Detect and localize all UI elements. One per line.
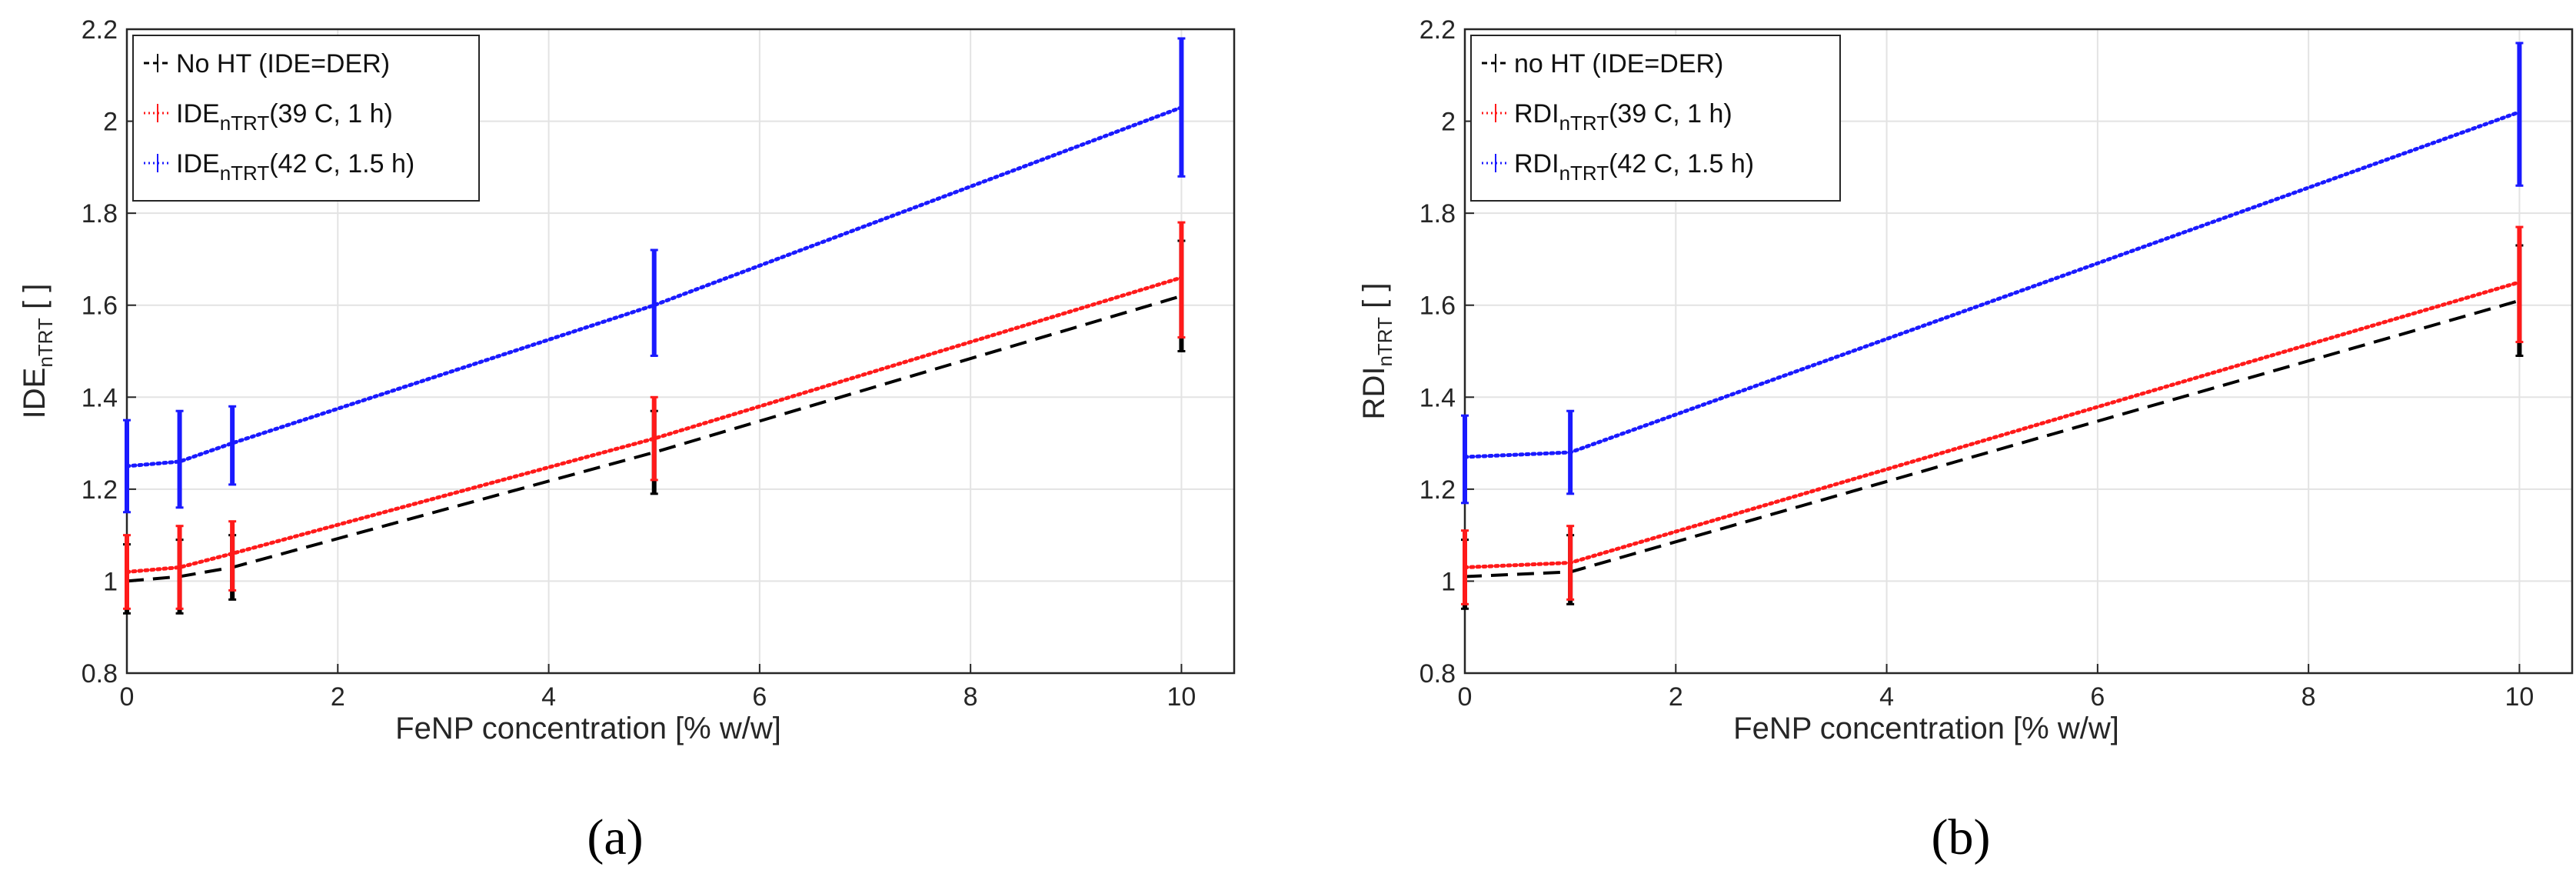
y-axis-label: RDInTRT [ ] <box>1357 283 1396 420</box>
y-axis-label-suffix: [ ] <box>1357 283 1391 317</box>
x-tick-label: 8 <box>2301 682 2316 712</box>
legend-label-sub: nTRT <box>1559 112 1609 135</box>
legend-label-suffix: (42 C, 1.5 h) <box>269 149 414 178</box>
axes-box <box>125 28 1236 675</box>
y-tick-label: 2.2 <box>1419 15 1456 45</box>
legend-label-base: No HT (IDE=DER) <box>176 49 390 78</box>
legend: no HT (IDE=DER)RDInTRT(39 C, 1 h)RDInTRT… <box>1470 35 1841 202</box>
data-point <box>178 565 181 569</box>
data-point <box>231 552 234 555</box>
y-tick-label: 1.4 <box>82 383 118 412</box>
legend-label-sub: nTRT <box>1559 162 1609 185</box>
data-point <box>178 460 181 463</box>
x-tick-label: 10 <box>1167 682 1196 712</box>
x-tick-label: 6 <box>752 682 767 712</box>
panel-label: (a) <box>587 809 643 865</box>
y-tick-label: 1.4 <box>1419 383 1456 412</box>
legend-box <box>1470 35 1841 202</box>
legend-label-base: IDE <box>176 149 220 178</box>
y-tick-label: 0.8 <box>1419 659 1456 689</box>
x-tick-label: 2 <box>1669 682 1683 712</box>
x-axis-label: FeNP concentration [% w/w] <box>395 712 781 745</box>
series-1 <box>123 221 1186 610</box>
y-tick-label: 1.6 <box>1419 292 1456 321</box>
data-point <box>653 437 656 440</box>
y-axis-label-base: IDE <box>18 368 52 419</box>
legend-label-sub: nTRT <box>220 162 270 185</box>
y-axis-label-sub: nTRT <box>1373 317 1396 367</box>
y-tick-label: 1.6 <box>82 292 118 321</box>
legend-label-base: no HT (IDE=DER) <box>1514 49 1723 78</box>
legend-label-suffix: (39 C, 1 h) <box>1609 99 1732 128</box>
x-tick-label: 2 <box>331 682 345 712</box>
legend-label-base: RDI <box>1514 99 1559 128</box>
y-tick-label: 1.8 <box>82 199 118 228</box>
x-tick-label: 4 <box>1879 682 1894 712</box>
data-point <box>1180 106 1183 109</box>
y-tick-label: 2 <box>1441 108 1456 137</box>
y-tick-label: 2.2 <box>82 15 118 45</box>
y-axis-label: IDEnTRT [ ] <box>18 284 57 419</box>
data-point <box>2518 111 2521 114</box>
legend-label: IDEnTRT(42 C, 1.5 h) <box>176 149 414 185</box>
y-tick-label: 1 <box>1441 567 1456 596</box>
legend-label: RDInTRT(42 C, 1.5 h) <box>1514 149 1754 185</box>
x-tick-label: 6 <box>2090 682 2105 712</box>
data-point <box>125 570 128 573</box>
data-point <box>1569 562 1572 565</box>
legend-box <box>132 35 480 202</box>
series-2 <box>123 37 1186 514</box>
legend-label-sub: nTRT <box>220 112 270 135</box>
data-point <box>1463 455 1466 459</box>
legend-label: No HT (IDE=DER) <box>176 49 390 78</box>
x-tick-label: 4 <box>541 682 556 712</box>
legend-label-suffix: (39 C, 1 h) <box>269 99 393 128</box>
legend-label-base: RDI <box>1514 149 1559 178</box>
x-tick-label: 0 <box>1458 682 1473 712</box>
x-tick-label: 10 <box>2505 682 2534 712</box>
x-axis-label: FeNP concentration [% w/w] <box>1733 712 2119 745</box>
y-axis-label-suffix: [ ] <box>18 284 52 318</box>
legend-label: RDInTRT(39 C, 1 h) <box>1514 99 1732 135</box>
y-tick-label: 2 <box>103 108 118 137</box>
data-point <box>1463 565 1466 569</box>
y-tick-label: 1 <box>103 567 118 596</box>
legend-label: no HT (IDE=DER) <box>1514 49 1723 78</box>
data-point <box>653 304 656 307</box>
data-point <box>1180 276 1183 279</box>
legend-label-base: IDE <box>176 99 220 128</box>
data-point <box>1569 451 1572 454</box>
legend-label: IDEnTRT(39 C, 1 h) <box>176 99 393 135</box>
data-point <box>125 465 128 468</box>
y-tick-label: 1.2 <box>1419 475 1456 505</box>
y-tick-label: 0.8 <box>82 659 118 689</box>
legend: No HT (IDE=DER)IDEnTRT(39 C, 1 h)IDEnTRT… <box>132 35 480 202</box>
data-point <box>231 442 234 445</box>
y-tick-label: 1.2 <box>82 475 118 505</box>
y-axis-label-base: RDI <box>1357 367 1391 420</box>
x-tick-label: 8 <box>964 682 978 712</box>
series-1 <box>1461 225 2524 605</box>
y-tick-label: 1.8 <box>1419 199 1456 228</box>
data-point <box>2518 281 2521 284</box>
series-2 <box>1461 42 2524 505</box>
chart-panel-a: 0 2 4 6 8 10 0.8 1 1.2 1.4 1.6 1.8 2 2.2 FeNP concentr… <box>18 15 1236 865</box>
chart-panel-b: 0 2 4 6 8 10 0.8 1 1.2 1.4 1.6 1.8 2 2.2 FeNP concentr… <box>1357 15 2574 865</box>
axes-box <box>1463 28 2574 675</box>
panel-label: (b) <box>1932 809 1991 865</box>
y-axis-label-sub: nTRT <box>34 318 57 368</box>
legend-label-suffix: (42 C, 1.5 h) <box>1609 149 1754 178</box>
x-tick-label: 0 <box>120 682 135 712</box>
